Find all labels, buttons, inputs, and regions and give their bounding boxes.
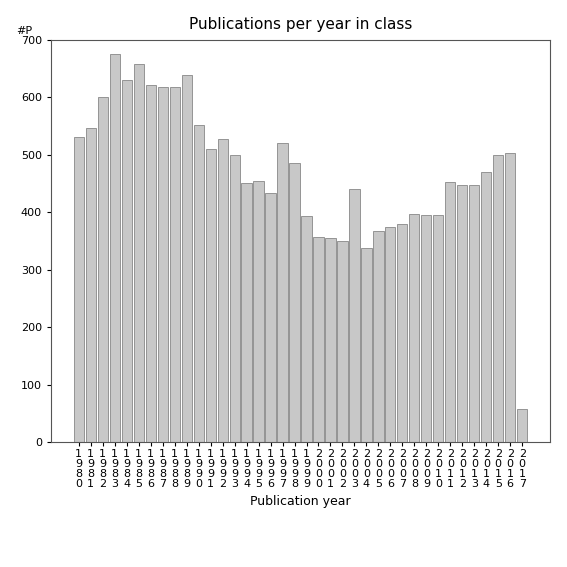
Bar — [98, 97, 108, 442]
X-axis label: Publication year: Publication year — [250, 495, 351, 508]
Bar — [109, 54, 120, 442]
Bar — [193, 125, 204, 442]
Bar — [349, 189, 359, 442]
Bar — [445, 183, 455, 442]
Bar — [337, 241, 348, 442]
Bar — [242, 184, 252, 442]
Bar — [205, 149, 215, 442]
Bar — [457, 185, 467, 442]
Bar — [230, 155, 240, 442]
Bar — [302, 216, 312, 442]
Bar — [218, 138, 228, 442]
Bar — [517, 409, 527, 442]
Bar — [289, 163, 299, 442]
Bar — [253, 181, 264, 442]
Bar — [146, 84, 156, 442]
Bar — [373, 231, 383, 442]
Bar — [386, 227, 396, 442]
Text: #P: #P — [16, 26, 32, 36]
Bar — [314, 237, 324, 442]
Bar — [122, 80, 132, 442]
Bar — [158, 87, 168, 442]
Bar — [170, 87, 180, 442]
Bar — [469, 185, 479, 442]
Bar — [277, 143, 287, 442]
Bar — [493, 155, 503, 442]
Bar — [325, 238, 336, 442]
Bar — [181, 75, 192, 442]
Bar — [361, 248, 371, 442]
Bar — [134, 64, 144, 442]
Bar — [505, 153, 515, 442]
Bar — [433, 215, 443, 442]
Bar — [86, 128, 96, 442]
Bar — [421, 215, 431, 442]
Bar — [409, 214, 420, 442]
Bar — [265, 193, 276, 442]
Bar — [397, 224, 408, 442]
Bar — [74, 137, 84, 442]
Title: Publications per year in class: Publications per year in class — [189, 16, 412, 32]
Bar — [481, 172, 492, 442]
